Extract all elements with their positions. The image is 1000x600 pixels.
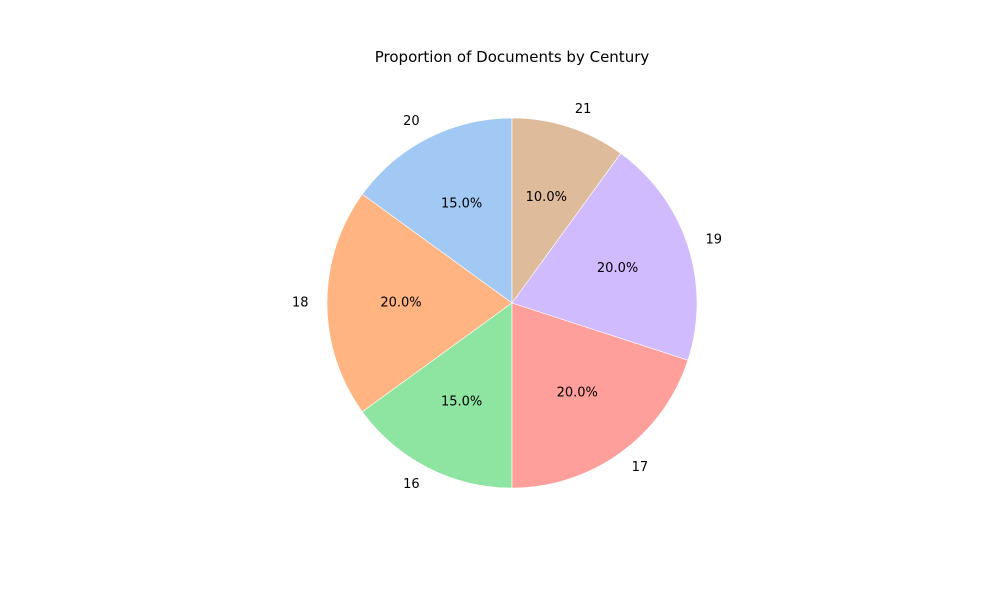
pie-slice-19 xyxy=(511,152,698,361)
slice-pct-21: 10.0% xyxy=(526,190,567,205)
slice-label-21: 21 xyxy=(575,102,592,117)
pie-slice-21 xyxy=(511,117,622,304)
slice-label-20: 20 xyxy=(403,114,420,129)
slice-label-16: 16 xyxy=(403,477,420,492)
pie-slice-16 xyxy=(361,302,513,489)
slice-label-17: 17 xyxy=(632,460,649,475)
pie-slice-20 xyxy=(361,117,513,304)
pie-slice-18 xyxy=(326,193,513,413)
slice-label-19: 19 xyxy=(706,233,723,248)
chart-title: Proportion of Documents by Century xyxy=(374,48,650,66)
slice-pct-19: 20.0% xyxy=(597,261,638,276)
slice-label-18: 18 xyxy=(292,296,309,311)
slice-pct-16: 15.0% xyxy=(441,394,482,409)
pie-slice-17 xyxy=(511,302,689,489)
slice-pct-20: 15.0% xyxy=(441,197,482,212)
slice-pct-17: 20.0% xyxy=(557,385,598,400)
slice-pct-18: 20.0% xyxy=(380,296,421,311)
